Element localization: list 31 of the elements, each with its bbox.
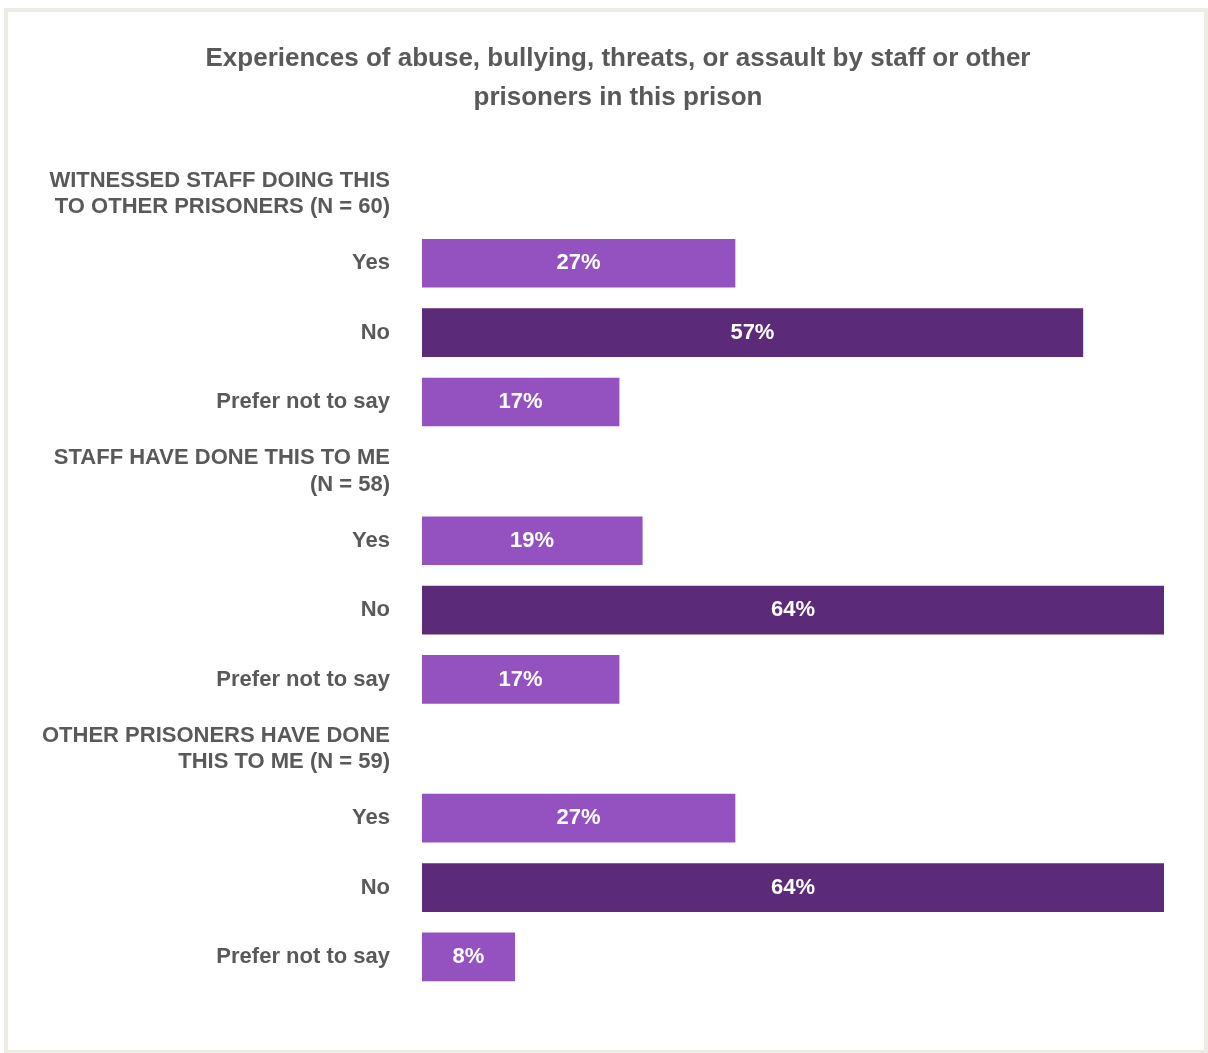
bar bbox=[421, 377, 620, 427]
data-label: 64% bbox=[770, 873, 816, 899]
data-label: 17% bbox=[498, 665, 543, 691]
chart-title: Experiences of abuse, bullying, threats, or assault by staff or other prisoners in this prison bbox=[204, 41, 1032, 113]
data-label: 27% bbox=[556, 804, 601, 830]
data-label: 8% bbox=[452, 942, 485, 968]
data-label: 27% bbox=[556, 249, 601, 275]
y-tick-label: Prefer not to say bbox=[216, 665, 391, 691]
bar bbox=[421, 585, 1164, 635]
y-tick-label: Yes bbox=[352, 249, 390, 275]
y-tick-label: STAFF HAVE DONE THIS TO ME (N = 58) bbox=[53, 444, 390, 496]
data-label: 64% bbox=[770, 596, 816, 622]
y-tick-label: Prefer not to say bbox=[216, 942, 391, 968]
y-tick-label: Yes bbox=[352, 526, 390, 552]
bar bbox=[421, 793, 736, 843]
y-tick-label: WITNESSED STAFF DOING THIS TO OTHER PRISONERS (N = 60) bbox=[49, 166, 390, 219]
y-tick-label: Yes bbox=[352, 804, 390, 830]
data-label: 17% bbox=[498, 388, 543, 414]
data-label: 19% bbox=[510, 526, 555, 552]
bar bbox=[421, 655, 620, 704]
y-tick-label: No bbox=[360, 873, 390, 899]
y-tick-label: Prefer not to say bbox=[216, 388, 391, 414]
y-tick-label: OTHER PRISONERS HAVE DONE THIS TO ME (N = 59) bbox=[41, 721, 390, 774]
bar bbox=[421, 238, 736, 288]
y-tick-label: No bbox=[360, 318, 390, 344]
bar bbox=[421, 932, 516, 982]
bar bbox=[421, 308, 1084, 357]
y-tick-label: No bbox=[360, 596, 390, 622]
bar bbox=[421, 516, 643, 566]
data-label: 57% bbox=[730, 318, 775, 344]
bar bbox=[421, 863, 1164, 912]
